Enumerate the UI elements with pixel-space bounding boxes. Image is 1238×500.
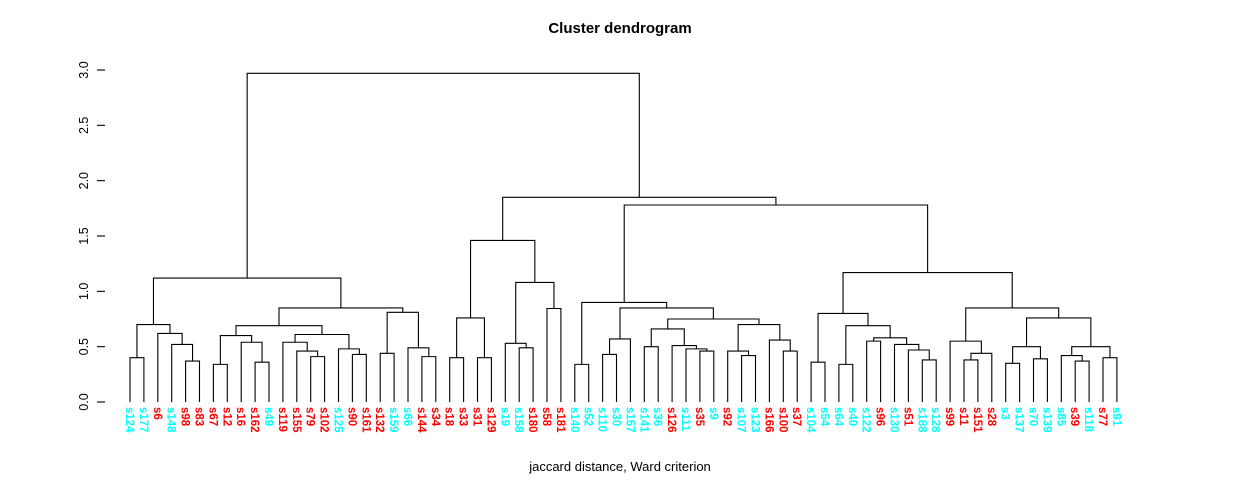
leaf-label: s124 [123, 407, 135, 433]
leaf-label: s51 [901, 407, 913, 427]
leaf-label: s98 [179, 407, 191, 427]
leaf-label: s67 [206, 407, 218, 426]
leaf-label: s19 [498, 407, 510, 426]
leaf-label: s118 [1082, 407, 1094, 433]
leaf-label: s58 [540, 407, 552, 427]
leaf-label: s33 [457, 407, 469, 426]
leaf-label: s126 [665, 407, 677, 433]
leaf-label: s91 [1110, 407, 1122, 427]
leaf-label: s110 [596, 407, 608, 432]
leaf-label: s125 [332, 407, 344, 433]
chart-caption: jaccard distance, Ward criterion [529, 459, 711, 474]
leaf-label: s104 [804, 407, 816, 433]
leaf-label: s180 [526, 407, 538, 433]
leaf-label: s77 [1096, 407, 1108, 426]
leaf-label: s90 [345, 407, 357, 426]
leaf-label: s132 [373, 407, 385, 433]
leaf-label: s34 [429, 407, 441, 427]
leaf-label: s79 [304, 407, 316, 426]
y-axis-tick-label: 1.5 [77, 227, 91, 244]
leaf-label: s85 [1054, 407, 1066, 427]
leaf-label: s92 [721, 407, 733, 426]
leaf-label: s177 [137, 407, 149, 433]
y-axis-tick-label: 1.0 [77, 283, 91, 300]
leaf-label: s37 [790, 407, 802, 426]
leaf-label: s64 [832, 407, 844, 427]
leaf-label: s141 [637, 407, 649, 433]
leaf-label: s102 [318, 407, 330, 433]
leaf-label: s188 [915, 407, 927, 433]
leaf-label: s157 [623, 407, 635, 433]
leaf-label: s144 [415, 407, 427, 433]
leaf-label: s111 [679, 407, 691, 432]
leaf-label: s151 [971, 407, 983, 433]
y-axis-tick-label: 2.0 [77, 172, 91, 189]
leaf-label: s96 [874, 407, 886, 426]
leaf-label: s70 [1027, 407, 1039, 426]
leaf-label: s140 [568, 407, 580, 433]
leaf-label: s31 [471, 407, 483, 427]
leaf-label: s28 [985, 407, 997, 427]
leaf-label: s100 [776, 407, 788, 433]
leaf-label: s83 [193, 407, 205, 426]
leaf-label: s119 [276, 407, 288, 432]
y-axis-tick-label: 3.0 [77, 61, 91, 78]
leaf-label: s39 [1068, 407, 1080, 426]
leaf-label: s128 [929, 407, 941, 433]
leaf-label: s35 [693, 407, 705, 427]
leaf-label: s107 [735, 407, 747, 433]
leaf-label: s36 [651, 407, 663, 426]
y-axis-tick-label: 2.5 [77, 117, 91, 134]
leaf-label: s123 [749, 407, 761, 433]
leaf-label: s54 [818, 407, 830, 427]
leaf-label: s6 [151, 407, 163, 420]
leaf-label: s11 [957, 407, 969, 426]
leaf-label: s139 [1040, 407, 1052, 433]
leaf-label: s16 [234, 407, 246, 426]
y-axis-tick-label: 0.0 [77, 393, 91, 410]
leaf-label: s122 [860, 407, 872, 433]
leaf-label: s130 [888, 407, 900, 433]
leaf-label: s30 [610, 407, 622, 426]
leaf-label: s9 [707, 407, 719, 420]
leaf-label: s18 [443, 407, 455, 427]
y-axis-tick-label: 0.5 [77, 338, 91, 355]
leaf-label: s49 [262, 407, 274, 426]
leaf-label: s40 [846, 407, 858, 426]
leaf-label: s3 [999, 407, 1011, 420]
leaf-label: s12 [220, 407, 232, 426]
leaf-label: s52 [582, 407, 594, 426]
leaf-label: s155 [290, 407, 302, 433]
dendrogram-links [129, 72, 1118, 402]
leaf-label: s162 [248, 407, 260, 433]
leaf-label: s166 [762, 407, 774, 433]
leaf-label: s137 [1013, 407, 1025, 433]
chart-title: Cluster dendrogram [548, 20, 692, 37]
leaf-label: s159 [387, 407, 399, 433]
leaf-label: s158 [512, 407, 524, 433]
leaf-label: s66 [401, 407, 413, 426]
leaf-label: s161 [359, 407, 371, 433]
leaf-label: s181 [554, 407, 566, 433]
leaf-label: s148 [165, 407, 177, 433]
leaf-label: s99 [943, 407, 955, 426]
leaf-label: s129 [484, 407, 496, 433]
